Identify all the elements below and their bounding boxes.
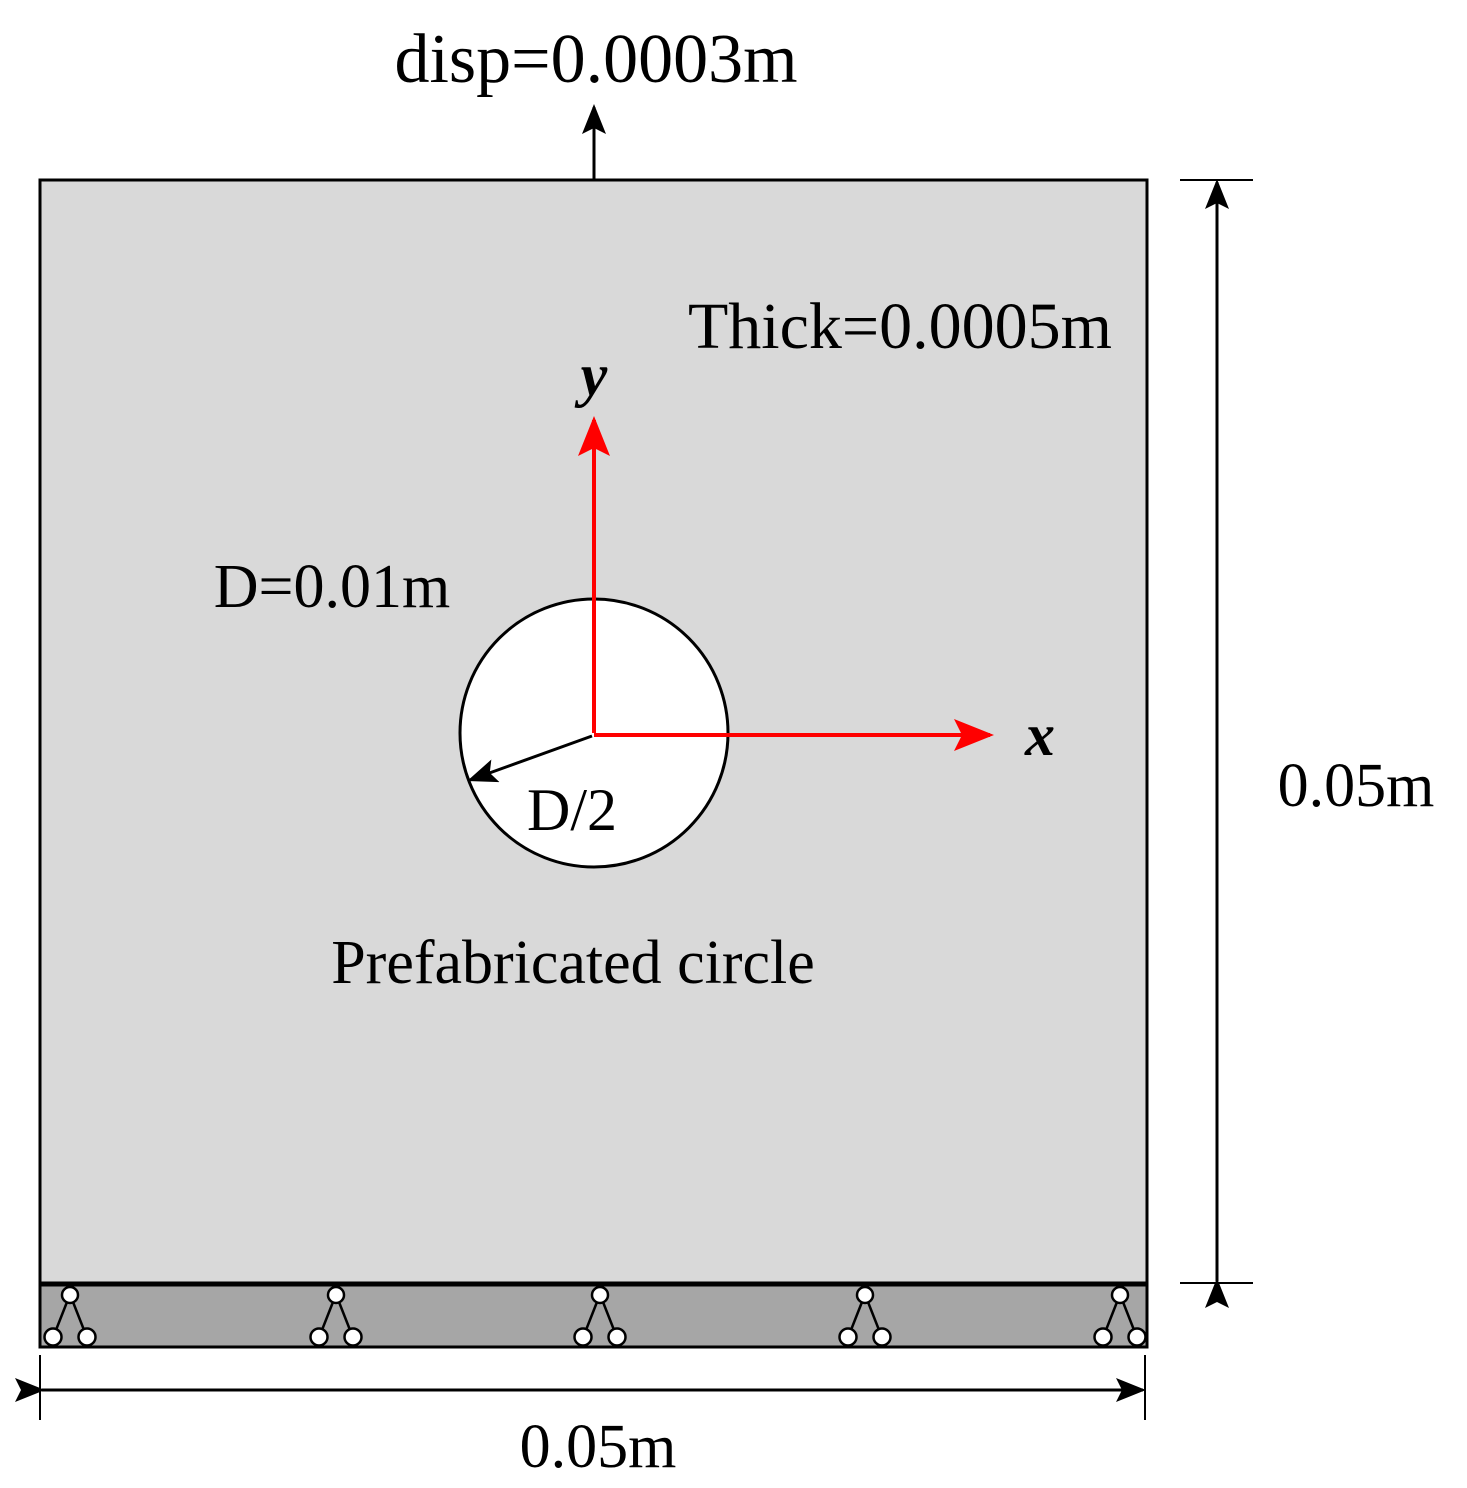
radius-label: D/2	[527, 777, 617, 843]
radius-arrow	[467, 734, 593, 783]
support-part	[601, 1301, 616, 1331]
x-axis-label: x	[1024, 702, 1055, 768]
support-part	[1093, 1327, 1113, 1347]
support-part	[838, 1327, 858, 1347]
support-part	[337, 1301, 352, 1331]
support-part	[343, 1327, 363, 1347]
support-part	[43, 1327, 63, 1347]
support-part	[60, 1285, 80, 1305]
support-part	[1121, 1301, 1136, 1331]
support-part	[309, 1327, 329, 1347]
support-part	[866, 1301, 881, 1331]
height-label: 0.05m	[1278, 752, 1435, 820]
hole-label: Prefabricated circle	[331, 929, 815, 997]
support-part	[584, 1301, 599, 1331]
support-part	[607, 1327, 627, 1347]
support-part	[71, 1301, 86, 1331]
diameter-label: D=0.01m	[214, 553, 450, 621]
support-part	[590, 1285, 610, 1305]
width-label: 0.05m	[520, 1413, 677, 1481]
thickness-label: Thick=0.0005m	[688, 290, 1112, 363]
support-part	[320, 1301, 335, 1331]
support-part	[849, 1301, 864, 1331]
support-part	[77, 1327, 97, 1347]
y-axis-label: y	[575, 342, 608, 408]
support-part	[855, 1285, 875, 1305]
support-part	[1104, 1301, 1119, 1331]
support-part	[54, 1301, 69, 1331]
supports	[43, 1285, 1147, 1347]
support-part	[1127, 1327, 1147, 1347]
support-part	[326, 1285, 346, 1305]
support-part	[1110, 1285, 1130, 1305]
load-label: disp=0.0003m	[394, 21, 797, 98]
support-part	[573, 1327, 593, 1347]
support-part	[872, 1327, 892, 1347]
